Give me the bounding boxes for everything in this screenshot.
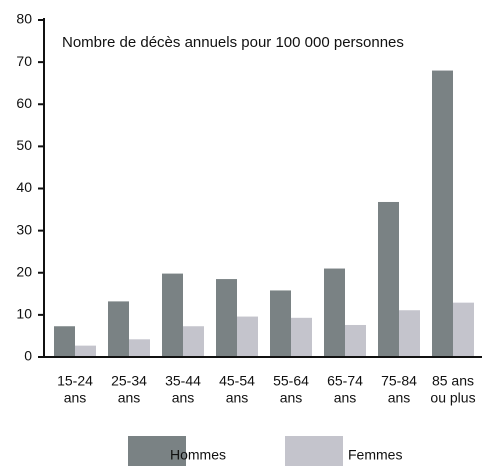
bar — [399, 310, 420, 357]
bar — [432, 70, 453, 358]
x-tick-label: 75-84 — [381, 373, 417, 389]
legend-swatch — [128, 436, 186, 466]
legend-label: Femmes — [348, 447, 402, 463]
y-tick-label: 10 — [16, 306, 32, 322]
bar — [453, 302, 474, 357]
x-tick-label: ans — [118, 390, 141, 406]
y-tick-label: 60 — [16, 95, 32, 111]
bar — [270, 290, 291, 357]
y-tick-label: 30 — [16, 221, 32, 237]
bar — [291, 317, 312, 357]
x-tick-label: 85 ans — [432, 373, 474, 389]
bar — [345, 324, 366, 357]
x-tick-label: ans — [64, 390, 87, 406]
x-tick-label: ou plus — [430, 390, 475, 406]
x-tick-label: ans — [388, 390, 411, 406]
bar — [108, 301, 129, 357]
y-tick-label: 20 — [16, 263, 32, 279]
x-tick-label: ans — [172, 390, 195, 406]
bar — [378, 201, 399, 357]
bar — [162, 273, 183, 357]
x-tick-label: 55-64 — [273, 373, 309, 389]
chart-title: Nombre de décès annuels pour 100 000 per… — [62, 34, 404, 51]
bar — [75, 345, 96, 357]
bar — [216, 279, 237, 357]
x-tick-label: 65-74 — [327, 373, 363, 389]
bar — [324, 268, 345, 357]
x-tick-label: 45-54 — [219, 373, 255, 389]
x-tick-label: ans — [334, 390, 357, 406]
y-tick-label: 40 — [16, 179, 32, 195]
bar — [54, 326, 75, 357]
legend-swatch — [285, 436, 343, 466]
x-tick-label: 35-44 — [165, 373, 201, 389]
x-tick-label: 15-24 — [57, 373, 93, 389]
x-tick-label: 25-34 — [111, 373, 147, 389]
y-tick-label: 50 — [16, 137, 32, 153]
legend-label: Hommes — [170, 447, 226, 463]
bar — [183, 326, 204, 357]
x-tick-label: ans — [280, 390, 303, 406]
bar — [237, 316, 258, 357]
y-tick-label: 80 — [16, 11, 32, 27]
y-tick-label: 70 — [16, 53, 32, 69]
bar — [129, 339, 150, 357]
y-tick-label: 0 — [24, 348, 32, 364]
x-tick-label: ans — [226, 390, 249, 406]
